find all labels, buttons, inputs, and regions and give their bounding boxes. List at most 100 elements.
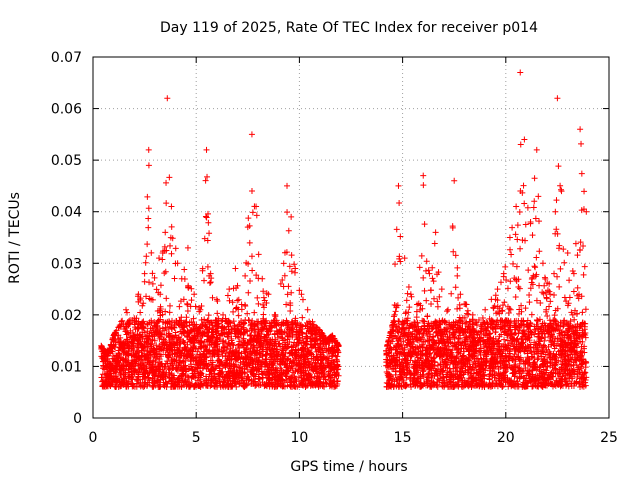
roti-point [262,319,269,326]
roti-point [223,346,230,353]
roti-point [424,313,431,320]
roti-point [234,369,241,376]
chart-title: Day 119 of 2025, Rate Of TEC Index for r… [160,20,538,36]
roti-point [403,309,410,316]
roti-point [285,355,292,362]
roti-point [124,336,131,343]
roti-point [228,339,235,346]
roti-point [404,290,411,297]
roti-point [163,247,170,254]
roti-point [244,366,251,373]
roti-point [123,324,130,331]
roti-point [435,376,442,383]
roti-point [172,350,179,357]
roti-point [292,383,299,390]
roti-point [143,348,150,355]
data-points [98,69,590,391]
roti-point [435,269,442,276]
roti-point [304,382,311,389]
roti-point [429,264,436,271]
roti-point [211,383,218,390]
roti-point [147,359,154,366]
roti-point [301,356,308,363]
roti-point [452,284,459,291]
roti-point [242,272,249,279]
roti-point [196,308,203,315]
roti-point [330,378,337,385]
roti-point [151,379,158,386]
roti-point [272,369,279,376]
roti-point [446,376,453,383]
roti-point [170,341,177,348]
roti-point [533,146,540,153]
roti-point [469,331,476,338]
roti-point [426,333,433,340]
roti-point [104,352,111,359]
roti-point [312,341,319,348]
roti-point [241,383,248,390]
roti-point [244,310,251,317]
roti-point [440,361,447,368]
roti-point [285,283,292,290]
roti-point [145,215,152,222]
roti-point [453,341,460,348]
roti-point [415,375,422,382]
roti-point [425,267,432,274]
roti-point [427,382,434,389]
roti-point [284,368,291,375]
roti-point [260,294,267,301]
roti-point [314,377,321,384]
roti-point [215,330,222,337]
roti-point [428,301,435,308]
roti-point [385,374,392,381]
roti-point [552,208,559,215]
roti-point [272,340,279,347]
roti-point [253,318,260,325]
roti-point [232,265,239,272]
roti-point [113,376,120,383]
roti-point [113,369,120,376]
roti-point [253,212,260,219]
roti-point [191,291,198,298]
roti-point [564,249,571,256]
roti-point [396,367,403,374]
roti-point [140,384,147,391]
roti-point [272,313,279,320]
roti-point [423,297,430,304]
roti-point [428,287,435,294]
roti-point [245,317,252,324]
roti-point [245,260,252,267]
roti-point [143,293,150,300]
roti-point [506,234,513,241]
roti-point [459,354,466,361]
roti-point [452,359,459,366]
roti-point [129,359,136,366]
roti-point [459,377,466,384]
roti-point [321,383,328,390]
roti-point [140,300,147,307]
roti-point [205,312,212,319]
roti-point [135,371,142,378]
roti-point [452,321,459,328]
roti-point [118,354,125,361]
roti-point [221,331,228,338]
roti-point [284,209,291,216]
roti-point [204,263,211,270]
roti-point [168,223,175,230]
roti-point [260,315,267,322]
roti-point [287,299,294,306]
roti-point [144,193,151,200]
roti-point [396,380,403,387]
roti-point [156,329,163,336]
roti-point [293,328,300,335]
roti-point [334,380,341,387]
roti-point [214,321,221,328]
roti-point [214,310,221,317]
roti-point [470,327,477,334]
roti-point [402,371,409,378]
roti-point [230,350,237,357]
roti-point [211,374,218,381]
roti-point [200,364,207,371]
roti-point [149,270,156,277]
roti-point [331,372,338,379]
